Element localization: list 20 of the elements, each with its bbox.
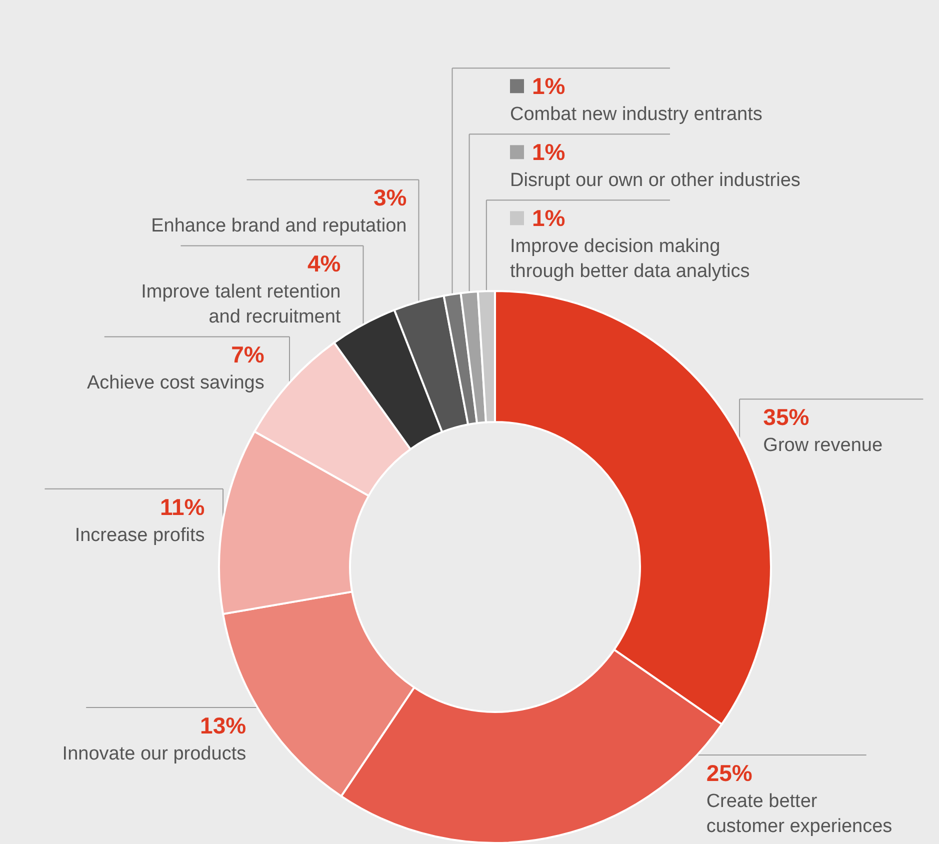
legend-label: Disrupt our own or other industries <box>510 170 800 192</box>
slice-label: Improve talent retention and recruitment <box>141 282 342 328</box>
data-label: 7% <box>231 342 264 368</box>
data-label: 4% <box>307 250 341 277</box>
legend-label: Improve decision making through better data analytics <box>510 236 750 282</box>
data-label: 35% <box>763 404 810 430</box>
data-label: 3% <box>373 184 407 211</box>
slice-label: Innovate our products <box>62 744 246 765</box>
data-label: 1% <box>532 139 566 166</box>
legend-label: Combat new industry entrants <box>510 104 762 126</box>
slice-label: Increase profits <box>74 524 205 546</box>
data-label: 1% <box>532 205 566 232</box>
data-label: 11% <box>160 494 205 520</box>
slice-label: Grow revenue <box>763 435 883 456</box>
slice-label: Enhance brand and reputation <box>151 216 407 237</box>
slice-label: Achieve cost savings <box>86 372 264 394</box>
data-label: 25% <box>706 760 752 786</box>
slice-label: Create better customer experiences <box>706 791 892 837</box>
data-label: 13% <box>200 712 246 739</box>
data-label: 1% <box>532 73 566 100</box>
